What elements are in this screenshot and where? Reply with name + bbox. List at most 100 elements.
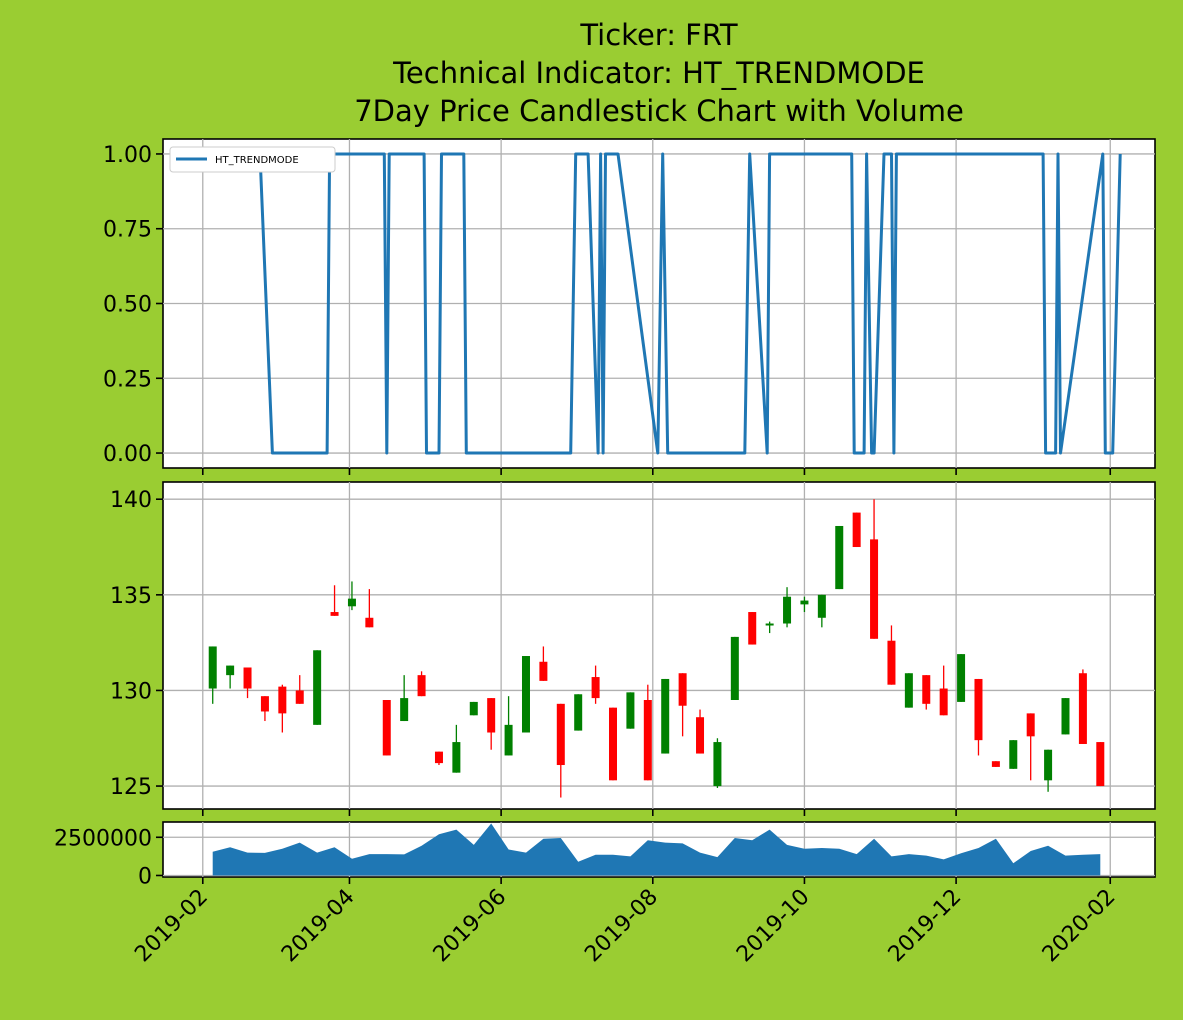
- candle-body: [1044, 749, 1053, 781]
- candle: [696, 709, 705, 754]
- candle-body: [904, 673, 913, 708]
- candlesticks: [208, 499, 1105, 798]
- indicator-panel: 1.00 0.75 0.50 0.25 0.00 HT_TRENDMODE: [103, 138, 1156, 475]
- candle: [817, 594, 826, 628]
- candle: [661, 678, 670, 754]
- candle-body: [243, 667, 252, 689]
- candle-body: [382, 700, 391, 756]
- legend-box: [169, 146, 336, 173]
- candle-body: [922, 675, 931, 704]
- candle-body: [260, 696, 269, 712]
- candle-body: [208, 646, 217, 689]
- candle: [260, 696, 269, 722]
- candle-body: [696, 717, 705, 754]
- candle: [1096, 742, 1105, 787]
- candle-body: [365, 617, 374, 628]
- candle-body: [434, 751, 443, 764]
- volume-area: [212, 823, 1101, 876]
- candle-body: [226, 665, 235, 676]
- candle: [852, 512, 861, 548]
- candle: [974, 678, 983, 756]
- price-ytick-label: 135: [110, 584, 152, 609]
- candle: [1044, 749, 1053, 792]
- candle: [957, 654, 966, 702]
- candle-body: [870, 539, 879, 639]
- candle: [295, 675, 304, 704]
- candle-body: [574, 694, 583, 731]
- price-ytick-label: 130: [110, 679, 152, 704]
- candle: [835, 525, 844, 590]
- candle-body: [417, 675, 426, 697]
- candle-body: [1078, 673, 1087, 744]
- indicator-y-axis: 1.00 0.75 0.50 0.25 0.00: [103, 143, 163, 467]
- candle: [1026, 713, 1035, 781]
- candle: [521, 656, 530, 733]
- candle-body: [278, 686, 287, 714]
- candle-body: [521, 656, 530, 733]
- candle-body: [330, 612, 339, 616]
- title-line-2: Technical Indicator: HT_TRENDMODE: [392, 56, 925, 90]
- candle: [730, 636, 739, 700]
- candle: [330, 585, 339, 616]
- volume-y-axis: 2500000 0: [54, 826, 163, 889]
- candle: [365, 589, 374, 628]
- candle-body: [1009, 740, 1018, 769]
- volume-panel: 2500000 0: [54, 821, 1156, 889]
- candle-body: [313, 650, 322, 725]
- candle-body: [1096, 742, 1105, 787]
- candle-body: [957, 654, 966, 702]
- candle-body: [713, 742, 722, 787]
- candle-body: [1061, 698, 1070, 735]
- candle-body: [852, 512, 861, 548]
- candle: [800, 596, 809, 613]
- title-line-3: 7Day Price Candlestick Chart with Volume: [354, 94, 964, 128]
- candle-body: [835, 525, 844, 590]
- candle: [904, 673, 913, 708]
- candle-body: [887, 640, 896, 685]
- candle: [208, 646, 217, 704]
- price-ytick-label: 140: [110, 488, 152, 513]
- candle: [347, 581, 356, 611]
- candle-body: [591, 677, 600, 699]
- candle: [556, 703, 565, 798]
- candle-body: [817, 594, 826, 618]
- legend: HT_TRENDMODE: [169, 146, 336, 173]
- candle: [922, 675, 931, 710]
- candle: [643, 684, 652, 781]
- candle-body: [678, 673, 687, 706]
- candle-body: [626, 692, 635, 729]
- candle-body: [991, 761, 1000, 767]
- price-y-axis: 140 135 130 125: [110, 488, 163, 800]
- price-plot-area: [162, 481, 1156, 810]
- candle: [765, 621, 774, 634]
- candle: [609, 707, 618, 781]
- price-ytick-label: 125: [110, 775, 152, 800]
- candle-body: [504, 724, 513, 756]
- candle-body: [939, 688, 948, 716]
- candle-body: [765, 623, 774, 626]
- candle: [504, 696, 513, 756]
- candle: [626, 692, 635, 729]
- ind-ytick-label: 0.00: [103, 442, 152, 467]
- ind-ytick-label: 0.50: [103, 293, 152, 318]
- candle: [574, 694, 583, 731]
- candle: [1009, 740, 1018, 769]
- candle: [400, 675, 409, 722]
- candle-body: [556, 703, 565, 766]
- candle-body: [487, 698, 496, 733]
- candle-body: [783, 596, 792, 624]
- candle-body: [539, 661, 548, 681]
- candle: [591, 665, 600, 704]
- candle: [870, 499, 879, 639]
- candle: [1078, 669, 1087, 744]
- candle: [243, 667, 252, 699]
- candle-body: [800, 600, 809, 605]
- ind-ytick-label: 0.25: [103, 367, 152, 392]
- candle-body: [1026, 713, 1035, 737]
- candle: [226, 665, 235, 689]
- candle-body: [400, 698, 409, 722]
- vol-ytick-label: 0: [138, 864, 152, 889]
- candle-body: [295, 690, 304, 704]
- candle-body: [469, 701, 478, 716]
- candle: [434, 751, 443, 766]
